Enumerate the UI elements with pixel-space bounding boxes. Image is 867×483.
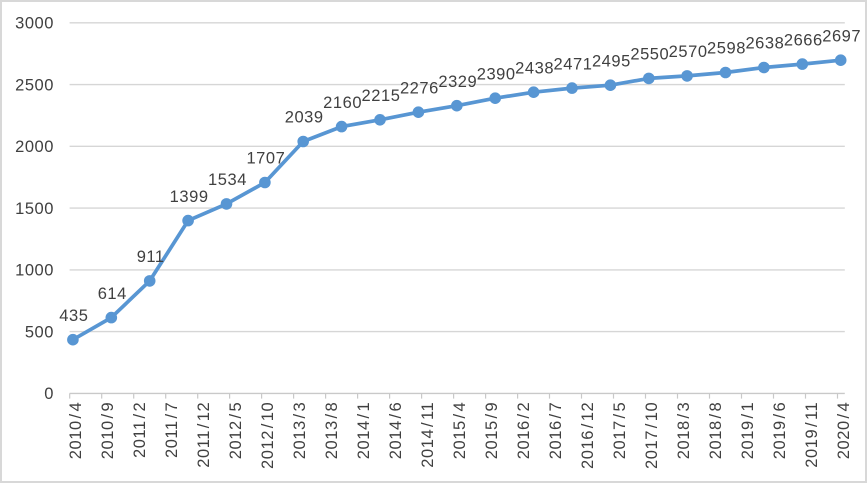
svg-text:2015/4: 2015/4 xyxy=(451,402,469,459)
svg-text:2018/8: 2018/8 xyxy=(707,402,725,459)
svg-text:2016/7: 2016/7 xyxy=(547,402,565,459)
svg-text:435: 435 xyxy=(59,307,88,325)
svg-text:3000: 3000 xyxy=(15,15,54,33)
svg-text:2019/1: 2019/1 xyxy=(739,402,757,459)
svg-text:2016/12: 2016/12 xyxy=(579,402,597,469)
svg-text:500: 500 xyxy=(25,323,54,341)
svg-text:2017/10: 2017/10 xyxy=(643,402,661,469)
svg-text:2697: 2697 xyxy=(822,27,861,45)
svg-text:2018/3: 2018/3 xyxy=(675,402,693,459)
svg-text:2039: 2039 xyxy=(285,109,324,127)
svg-text:2666: 2666 xyxy=(784,31,823,49)
svg-text:2015/9: 2015/9 xyxy=(483,402,501,459)
svg-text:2011/2: 2011/2 xyxy=(131,402,149,458)
svg-text:2495: 2495 xyxy=(592,52,631,70)
svg-text:614: 614 xyxy=(98,285,127,303)
svg-text:1500: 1500 xyxy=(15,200,54,218)
svg-text:2010/9: 2010/9 xyxy=(99,402,117,459)
svg-text:2010/4: 2010/4 xyxy=(67,402,85,459)
svg-text:1000: 1000 xyxy=(15,262,54,280)
svg-text:2329: 2329 xyxy=(438,73,477,91)
svg-text:2017/5: 2017/5 xyxy=(611,402,629,459)
svg-text:2570: 2570 xyxy=(669,43,708,61)
svg-text:2013/3: 2013/3 xyxy=(291,402,309,459)
svg-text:2019/6: 2019/6 xyxy=(771,402,789,459)
svg-text:2000: 2000 xyxy=(15,138,54,156)
svg-text:2638: 2638 xyxy=(745,35,784,53)
svg-text:2215: 2215 xyxy=(362,87,401,105)
svg-text:911: 911 xyxy=(137,248,165,266)
svg-text:1707: 1707 xyxy=(246,150,285,168)
svg-text:2500: 2500 xyxy=(15,76,54,94)
svg-text:0: 0 xyxy=(44,385,54,403)
svg-text:2013/8: 2013/8 xyxy=(323,402,341,459)
svg-text:2550: 2550 xyxy=(630,46,669,64)
svg-text:2014/1: 2014/1 xyxy=(355,402,373,459)
svg-text:2438: 2438 xyxy=(515,59,554,77)
svg-text:2471: 2471 xyxy=(554,55,593,73)
svg-text:2019/11: 2019/11 xyxy=(803,402,821,468)
svg-text:2160: 2160 xyxy=(323,94,362,112)
svg-text:2014/11: 2014/11 xyxy=(419,402,437,468)
svg-text:2012/10: 2012/10 xyxy=(259,402,277,469)
svg-text:1399: 1399 xyxy=(170,188,209,206)
svg-text:2012/5: 2012/5 xyxy=(227,402,245,459)
svg-text:2598: 2598 xyxy=(707,40,746,58)
svg-text:2014/6: 2014/6 xyxy=(387,402,405,459)
svg-text:1534: 1534 xyxy=(208,171,247,189)
svg-text:2020/4: 2020/4 xyxy=(835,402,853,459)
svg-text:2276: 2276 xyxy=(400,79,439,97)
svg-text:2011/7: 2011/7 xyxy=(163,402,181,458)
svg-text:2390: 2390 xyxy=(477,65,516,83)
svg-text:2016/2: 2016/2 xyxy=(515,402,533,459)
svg-text:2011/12: 2011/12 xyxy=(195,402,213,468)
